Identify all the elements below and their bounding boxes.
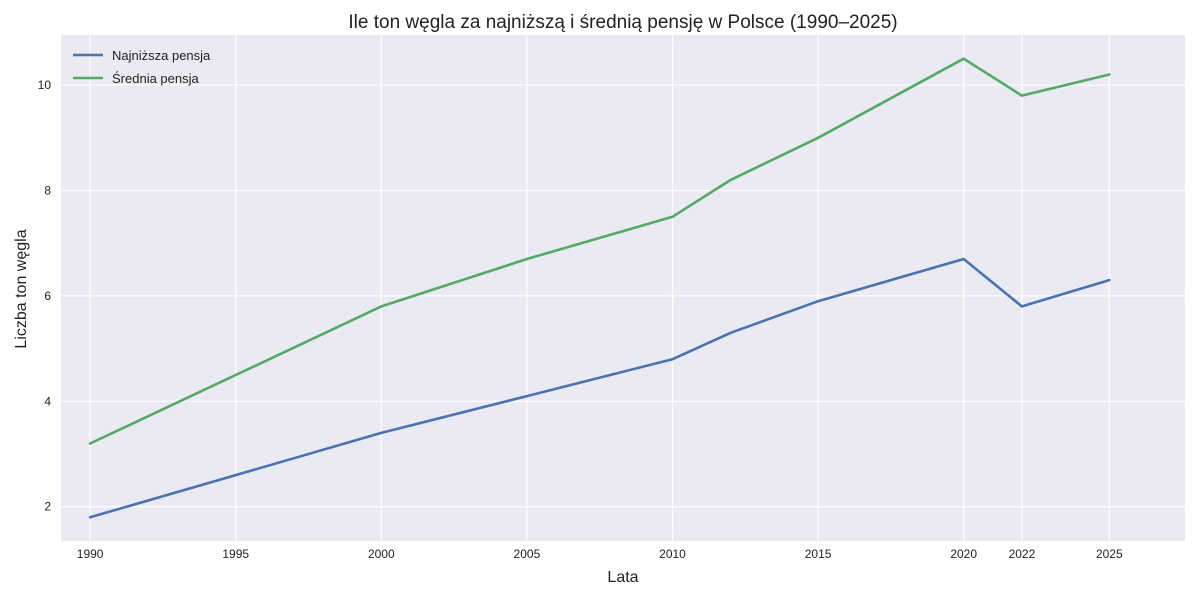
- x-tick-labels: 1990 1995 2000 2005 2010 2015 2020 2022 2025: [77, 547, 1123, 561]
- x-tick-label: 2005: [514, 547, 541, 561]
- y-tick-labels: 2 4 6 8 10: [38, 78, 52, 514]
- y-gridlines: [61, 84, 1185, 508]
- y-tick-label: 10: [38, 78, 52, 92]
- x-axis-title: Lata: [607, 569, 638, 586]
- series-line-0: [88, 257, 1111, 519]
- x-tick-label: 1995: [222, 547, 249, 561]
- y-tick-label: 8: [44, 183, 51, 197]
- series-line-1: [88, 57, 1111, 445]
- x-tick-label: 2022: [1009, 547, 1036, 561]
- legend-label: Średnia pensja: [112, 71, 199, 86]
- y-axis-title: Liczba ton węgla: [13, 229, 30, 348]
- legend-label: Najniższa pensja: [112, 48, 211, 63]
- chart-title: Ile ton węgla za najniższą i średnią pen…: [348, 12, 897, 33]
- x-gridlines: [89, 35, 1110, 541]
- y-tick-label: 6: [44, 289, 51, 303]
- x-tick-label: 2015: [805, 547, 832, 561]
- x-tick-label: 2025: [1096, 547, 1123, 561]
- x-tick-label: 1990: [77, 547, 104, 561]
- y-tick-label: 2: [44, 500, 51, 514]
- x-tick-label: 2010: [659, 547, 686, 561]
- y-tick-label: 4: [44, 394, 51, 408]
- x-tick-label: 2020: [950, 547, 977, 561]
- legend: Najniższa pensja Średnia pensja: [73, 48, 211, 86]
- x-tick-label: 2000: [368, 547, 395, 561]
- plot-background: [61, 35, 1185, 541]
- series-layer: [88, 57, 1111, 519]
